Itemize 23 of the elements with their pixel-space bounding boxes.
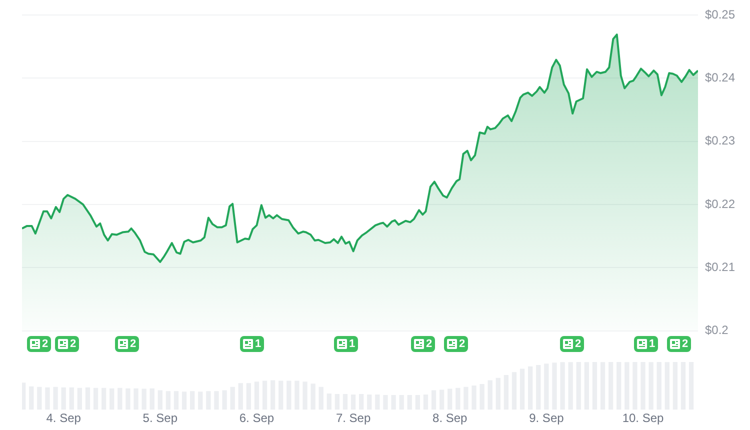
- x-tick-label: 6. Sep: [239, 411, 274, 426]
- text: 1: [649, 336, 656, 352]
- y-tick-label: $0.25: [705, 7, 736, 22]
- y-tick-label: $0.22: [705, 196, 736, 211]
- text: 2: [70, 336, 76, 352]
- text: 1: [255, 336, 262, 352]
- y-tick-label: $0.23: [705, 134, 736, 148]
- x-tick-label: 4. Sep: [46, 411, 82, 426]
- text: 1: [349, 336, 356, 352]
- y-tick-label: $0.2: [705, 323, 729, 338]
- text: 2: [575, 336, 582, 352]
- x-tick-label: 10. Sep: [622, 411, 664, 426]
- y-tick-label: $0.24: [705, 70, 736, 84]
- x-tick-label: 7. Sep: [336, 411, 371, 426]
- x-tick-label: 9. Sep: [529, 411, 564, 426]
- text: 2: [426, 336, 432, 352]
- text: 2: [42, 336, 48, 352]
- x-tick-label: 8. Sep: [432, 411, 468, 426]
- y-tick-label: $0.21: [705, 260, 736, 274]
- text: 2: [130, 336, 136, 352]
- text: 2: [459, 336, 466, 352]
- x-tick-label: 5. Sep: [142, 411, 178, 426]
- text: 2: [682, 336, 688, 352]
